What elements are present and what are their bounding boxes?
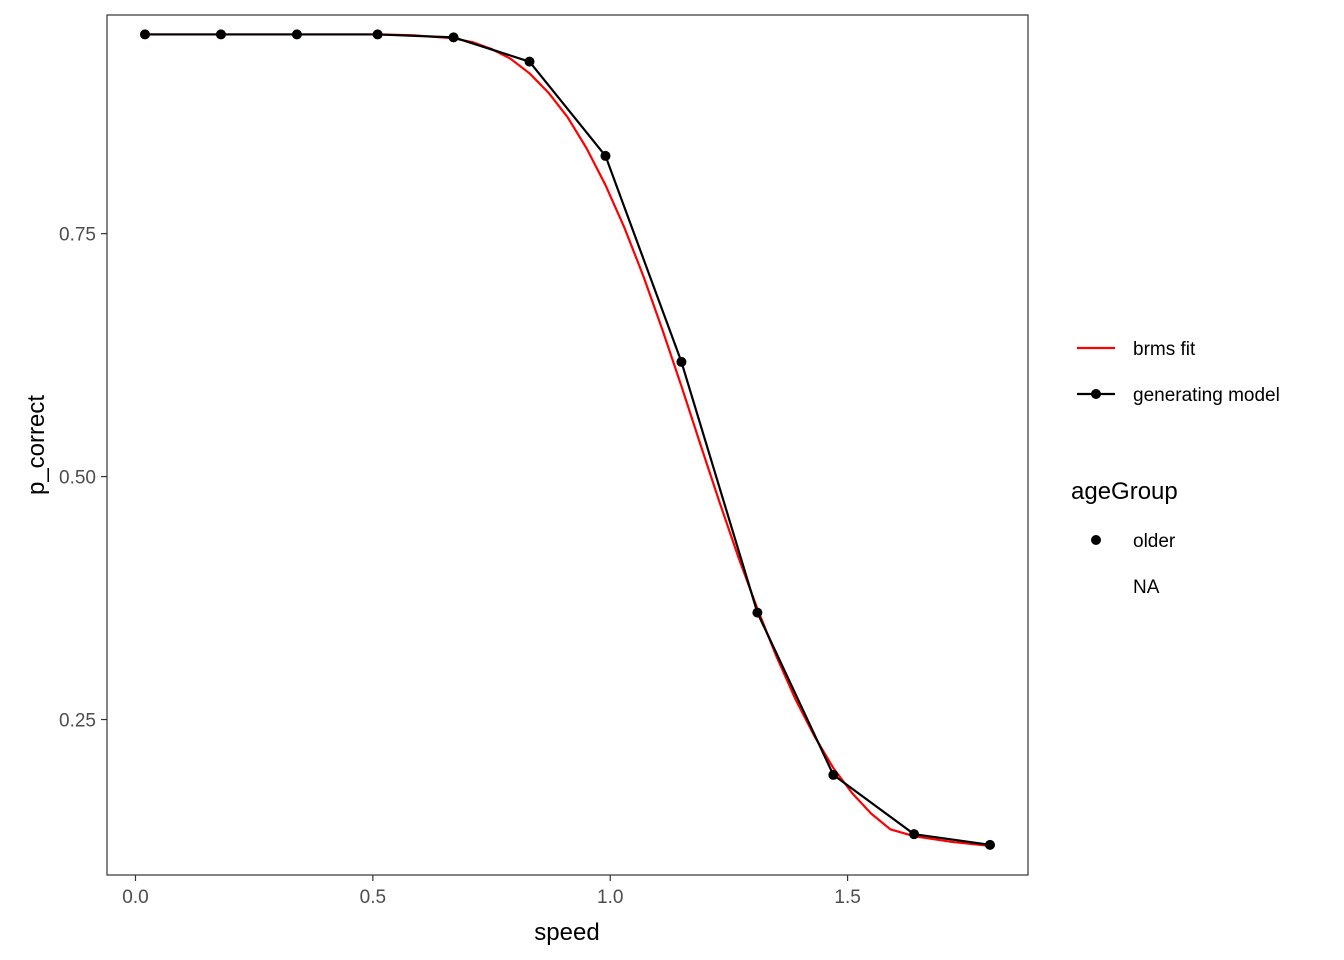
legend-linetype: brms fit generating model — [1077, 339, 1280, 406]
x-axis: 0.0 0.5 1.0 1.5 — [122, 875, 861, 908]
data-point-generating-model — [828, 769, 839, 780]
legend-label-older: older — [1133, 531, 1176, 552]
data-point-generating-model — [985, 839, 996, 850]
y-tick-label: 0.50 — [59, 468, 96, 489]
plot-background — [106, 14, 1029, 876]
data-point-generating-model — [448, 32, 459, 43]
data-point-generating-model — [139, 29, 150, 40]
series-layer — [139, 29, 996, 850]
data-point-generating-model — [909, 829, 920, 840]
data-point-generating-model — [676, 356, 687, 367]
x-axis-title: speed — [534, 919, 599, 946]
legend-key-generating-model-point — [1091, 389, 1101, 399]
data-point-generating-model — [600, 150, 611, 161]
x-tick-label: 1.5 — [834, 887, 860, 908]
legend-agegroup: ageGroup older NA — [1071, 478, 1178, 598]
y-tick-label: 0.75 — [59, 225, 96, 246]
series-line-generating-model — [144, 33, 991, 846]
legend-label-generating-model: generating model — [1133, 385, 1280, 406]
y-axis: 0.25 0.50 0.75 — [59, 225, 107, 732]
data-point-generating-model — [752, 607, 763, 618]
x-tick-label: 1.0 — [597, 887, 623, 908]
legend-title-agegroup: ageGroup — [1071, 478, 1178, 505]
x-tick-label: 0.0 — [122, 887, 148, 908]
y-tick-label: 0.25 — [59, 711, 96, 732]
legend-key-older — [1091, 535, 1101, 545]
data-point-generating-model — [291, 29, 302, 40]
legend-label-na: NA — [1133, 577, 1160, 598]
y-axis-title: p_correct — [23, 395, 50, 495]
x-tick-label: 0.5 — [360, 887, 386, 908]
legend-label-brms-fit: brms fit — [1133, 339, 1196, 360]
data-point-generating-model — [372, 29, 383, 40]
data-point-generating-model — [524, 56, 535, 67]
data-point-generating-model — [215, 29, 226, 40]
